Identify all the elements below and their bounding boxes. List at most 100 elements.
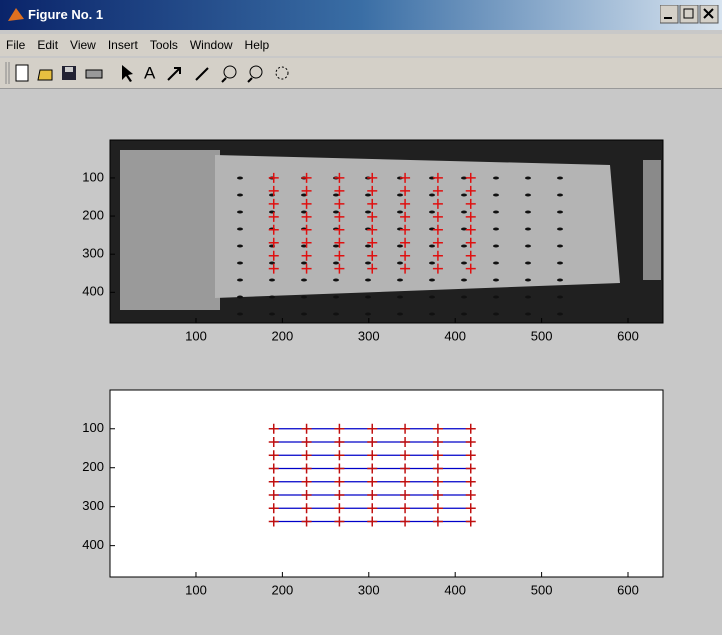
image-dot [269,279,275,282]
image-dot [525,313,531,316]
image-dot [493,245,499,248]
image-dot [333,279,339,282]
image-dot [333,313,339,316]
image-dot [269,296,275,299]
image-dot [525,228,531,231]
menu-item[interactable]: View [64,34,102,52]
image-dot [301,313,307,316]
image-dot [525,245,531,248]
image-dot [237,279,243,282]
image-dot [557,194,563,197]
axes-background [110,390,663,577]
figure-window: Figure No. 1 FileEditViewInsertToolsWind… [0,0,722,635]
image-dot [365,296,371,299]
image-dot [333,194,339,197]
x-tick-label: 200 [272,328,294,343]
y-tick-label: 100 [82,169,104,184]
image-dot [525,211,531,214]
x-tick-label: 500 [531,328,553,343]
image-dot [365,279,371,282]
x-tick-label: 400 [444,582,466,597]
x-tick-label: 100 [185,328,207,343]
toolbar: A [0,58,722,89]
y-tick-label: 300 [82,498,104,513]
image-dot [429,296,435,299]
image-dot [365,262,371,265]
y-tick-label: 200 [82,207,104,222]
plot-area: 1002003004005006001002003004001002003004… [0,90,722,635]
image-dot [557,279,563,282]
image-dot [525,296,531,299]
y-tick-label: 300 [82,246,104,261]
image-dot [397,211,403,214]
image-panel [215,155,620,298]
menu-item[interactable]: Edit [31,34,64,52]
image-dot [429,194,435,197]
image-dot [493,279,499,282]
window-controls[interactable] [660,5,720,25]
image-dot [493,262,499,265]
y-tick-label: 400 [82,284,104,299]
image-dot [333,296,339,299]
image-dot [237,194,243,197]
image-dot [237,313,243,316]
image-dot [557,245,563,248]
image-dot [397,262,403,265]
image-dot [333,211,339,214]
image-dot [461,313,467,316]
image-dot [365,313,371,316]
image-dot [301,296,307,299]
image-dot [397,313,403,316]
image-dot [525,177,531,180]
image-dot [237,177,243,180]
image-dot [493,211,499,214]
image-dot [365,194,371,197]
menu-item[interactable]: Tools [144,34,184,52]
image-dot [429,245,435,248]
image-dot [397,279,403,282]
image-dot [461,296,467,299]
image-dot [493,177,499,180]
image-dot [333,245,339,248]
toolbar-icons[interactable]: A [0,58,400,88]
x-tick-label: 300 [358,582,380,597]
image-dot [557,262,563,265]
image-dot [397,194,403,197]
image-dot [557,313,563,316]
x-tick-label: 500 [531,582,553,597]
image-dot [557,211,563,214]
image-dot [557,177,563,180]
image-dot [461,245,467,248]
image-dot [333,262,339,265]
y-tick-label: 200 [82,459,104,474]
app-icon [6,5,26,25]
image-dot [525,194,531,197]
image-dot [365,211,371,214]
image-dot [301,279,307,282]
menu-item[interactable]: Help [239,34,276,52]
image-dot [365,245,371,248]
image-right-wall [643,160,661,280]
x-tick-label: 600 [617,328,639,343]
image-dot [429,279,435,282]
svg-text:A: A [144,63,156,82]
image-dot [429,262,435,265]
image-dot [461,211,467,214]
menu-item[interactable]: Window [184,34,239,52]
image-dot [461,262,467,265]
menu-item[interactable]: Insert [102,34,144,52]
image-left-wall [120,150,220,310]
image-dot [237,245,243,248]
menu-item[interactable]: File [0,34,31,52]
image-dot [557,296,563,299]
image-dot [525,262,531,265]
image-dot [237,262,243,265]
image-dot [397,296,403,299]
image-dot [493,228,499,231]
x-tick-label: 200 [272,582,294,597]
image-dot [237,211,243,214]
image-dot [269,313,275,316]
image-dot [461,194,467,197]
x-tick-label: 600 [617,582,639,597]
y-tick-label: 100 [82,420,104,435]
